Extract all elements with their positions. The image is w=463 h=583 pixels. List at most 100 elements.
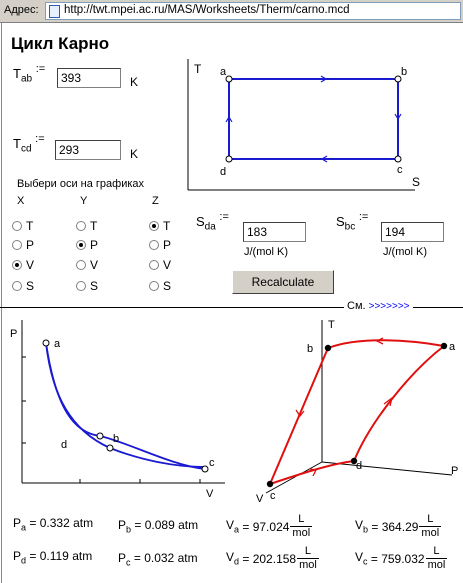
- recalculate-button[interactable]: Recalculate: [232, 270, 334, 294]
- pb-symbol: P: [118, 518, 127, 532]
- pb-sub: b: [126, 524, 132, 535]
- sbc-unit: J/(mol K): [383, 246, 427, 258]
- page-icon: [49, 5, 60, 18]
- vc-label: Vc: [355, 550, 368, 567]
- vb-value: = 364.29: [368, 519, 419, 534]
- ts-label-a: a: [220, 66, 227, 78]
- tab-input[interactable]: [57, 68, 121, 88]
- result-pb: Pb = 0.089 atm: [118, 518, 198, 534]
- pv-x-label: V: [206, 488, 214, 500]
- axes-prompt: Выбери оси на графиках: [17, 178, 145, 190]
- plot3d-point-c: [266, 480, 274, 488]
- vb-label: Vb: [355, 518, 369, 535]
- ts-label-b: b: [401, 66, 407, 78]
- axis-x-radio[interactable]: [12, 221, 22, 231]
- axis-y-radio[interactable]: [76, 240, 86, 250]
- plot3d-point-d: [350, 457, 358, 465]
- vb-unit-num: L: [419, 513, 442, 527]
- vd-unit-num: L: [297, 545, 319, 559]
- va-unit-num: L: [290, 513, 313, 527]
- axis-x-radio[interactable]: [12, 240, 22, 250]
- plot3d-t-label: T: [328, 319, 335, 331]
- pc-symbol: P: [118, 551, 127, 565]
- address-label: Адрес:: [4, 4, 39, 16]
- axis-y-option-label: P: [90, 238, 99, 252]
- result-pa: Pa = 0.332 atm: [13, 516, 93, 532]
- pv-plot: P V a b c d: [10, 320, 225, 500]
- pd-symbol: P: [13, 549, 22, 563]
- address-url[interactable]: http://twt.mpei.ac.ru/MAS/Worksheets/The…: [64, 4, 350, 16]
- axis-x-radio[interactable]: [12, 260, 22, 270]
- va-label: Va: [226, 518, 240, 535]
- vc-sub: c: [363, 556, 368, 567]
- left-border: [1, 22, 2, 583]
- sbc-input[interactable]: [381, 222, 444, 242]
- plot3d-p-label: P: [451, 465, 458, 477]
- axis-z-option-label: P: [163, 238, 172, 252]
- axis-y-radio[interactable]: [76, 260, 86, 270]
- vd-unit-den: mol: [299, 559, 317, 571]
- axis-y-radio[interactable]: [76, 221, 86, 231]
- axis-z-radio[interactable]: [149, 240, 159, 250]
- plot3d-curve-bc: [269, 347, 329, 485]
- pv-curve-upper: [45, 342, 206, 468]
- tab-sub: ab: [20, 73, 33, 85]
- tcd-assign: :=: [35, 133, 45, 145]
- axis-y-radio[interactable]: [76, 281, 86, 291]
- ts-x-label: S: [412, 175, 420, 189]
- axis-z-radio[interactable]: [149, 281, 159, 291]
- see-more-link[interactable]: См. >>>>>>>: [344, 300, 413, 312]
- tcd-sub: cd: [20, 143, 32, 155]
- page-title: Цикл Карно: [11, 34, 110, 53]
- plot3d-curve-cd: [269, 460, 355, 485]
- axis-z-radio[interactable]: [149, 221, 159, 231]
- sda-symbol: S: [196, 214, 205, 229]
- pv-point-b: [106, 444, 114, 452]
- axis-x-option-label: S: [26, 279, 35, 293]
- tcd-input[interactable]: [55, 140, 121, 160]
- plot3d-point-b: [324, 344, 332, 352]
- plot3d-arrow-ab: [375, 337, 384, 345]
- ts-point-c: [394, 155, 402, 163]
- axis-z-radio[interactable]: [149, 260, 159, 270]
- ts-y-label: T: [194, 62, 202, 76]
- axis-x-radio[interactable]: [12, 281, 22, 291]
- ts-point-b: [394, 75, 402, 83]
- va-sub: a: [234, 524, 240, 535]
- z-header: Z: [152, 195, 159, 207]
- pv-y-label: P: [10, 328, 17, 340]
- plot3d-curve-ad: [353, 345, 445, 462]
- plot3d-label-a: a: [449, 341, 456, 353]
- plot3d-label-c: c: [270, 490, 276, 502]
- tab-assign: :=: [35, 63, 46, 75]
- sda-sub: da: [204, 221, 216, 233]
- axis-x-option-label: P: [26, 238, 35, 252]
- pv-curve-lower: [45, 342, 206, 470]
- axis-x-option-label: T: [26, 219, 34, 233]
- pv-point-c: [201, 465, 209, 473]
- sbc-assign: :=: [358, 211, 369, 223]
- plot3d-v-label: V: [256, 493, 264, 505]
- pa-sub: a: [21, 522, 27, 533]
- ts-point-a: [225, 75, 233, 83]
- pc-value: = 0.032 atm: [133, 551, 198, 565]
- plot3d-point-a: [440, 342, 448, 350]
- see-arrows[interactable]: >>>>>>>: [368, 301, 410, 312]
- sda-assign: :=: [219, 211, 229, 223]
- axis-y-option-label: T: [90, 219, 98, 233]
- sda-label: Sda :=: [196, 211, 229, 233]
- plot3d-p-axis: [321, 461, 453, 476]
- axis-z-option-label: S: [163, 279, 172, 293]
- axis-z-option-label: V: [163, 258, 172, 272]
- address-input[interactable]: http://twt.mpei.ac.ru/MAS/Worksheets/The…: [45, 2, 461, 20]
- pd-value: = 0.119 atm: [29, 549, 93, 563]
- ts-arrow-ab: [320, 75, 328, 83]
- sda-input[interactable]: [243, 222, 306, 242]
- tcd-label: Tcd :=: [13, 133, 45, 155]
- ts-plot: T S a b c d: [187, 59, 420, 191]
- plot3d: T P V a b c d: [256, 319, 458, 505]
- ts-point-d: [225, 155, 233, 163]
- axis-y-option-label: S: [90, 279, 99, 293]
